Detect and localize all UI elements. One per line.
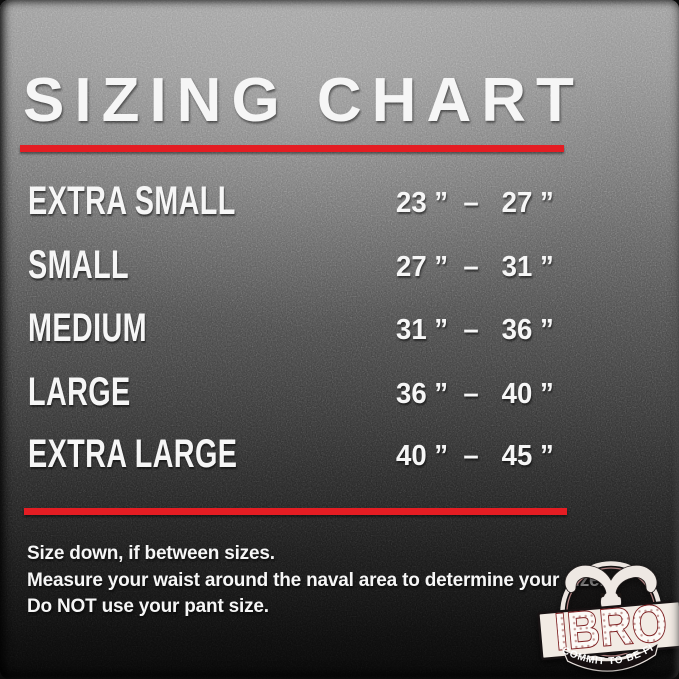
note-line: Size down, if between sizes. (27, 543, 275, 564)
page-title: SIZING CHART (23, 66, 584, 135)
size-label: EXTRA LARGE (28, 432, 238, 476)
table-row: EXTRA LARGE 40 ” – 45 ” (28, 434, 658, 486)
table-row: LARGE 36 ” – 40 ” (28, 372, 658, 424)
size-range: 23 ” – 27 ” (396, 187, 554, 219)
note-line: Do NOT use your pant size. (27, 596, 269, 617)
size-range: 40 ” – 45 ” (396, 440, 554, 472)
size-label: LARGE (28, 370, 131, 414)
top-divider (20, 145, 564, 152)
size-label: SMALL (28, 243, 129, 287)
table-row: EXTRA SMALL 23 ” – 27 ” (28, 181, 658, 233)
size-range: 36 ” – 40 ” (396, 378, 554, 410)
note-line: Measure your waist around the naval area… (27, 569, 605, 591)
brand-banner: IBRO (537, 593, 679, 663)
size-label: EXTRA SMALL (28, 179, 236, 223)
size-range: 27 ” – 31 ” (396, 251, 554, 283)
fit-notes: Size down, if between sizes. Measure you… (27, 541, 605, 621)
table-row: MEDIUM 31 ” – 36 ” (28, 308, 658, 360)
size-label: MEDIUM (28, 306, 147, 350)
table-row: SMALL 27 ” – 31 ” (28, 245, 658, 297)
bottom-divider (24, 508, 567, 515)
size-range: 31 ” – 36 ” (396, 314, 554, 346)
brand-logo: IBRO COMMIT TO BE FIT (537, 540, 679, 672)
